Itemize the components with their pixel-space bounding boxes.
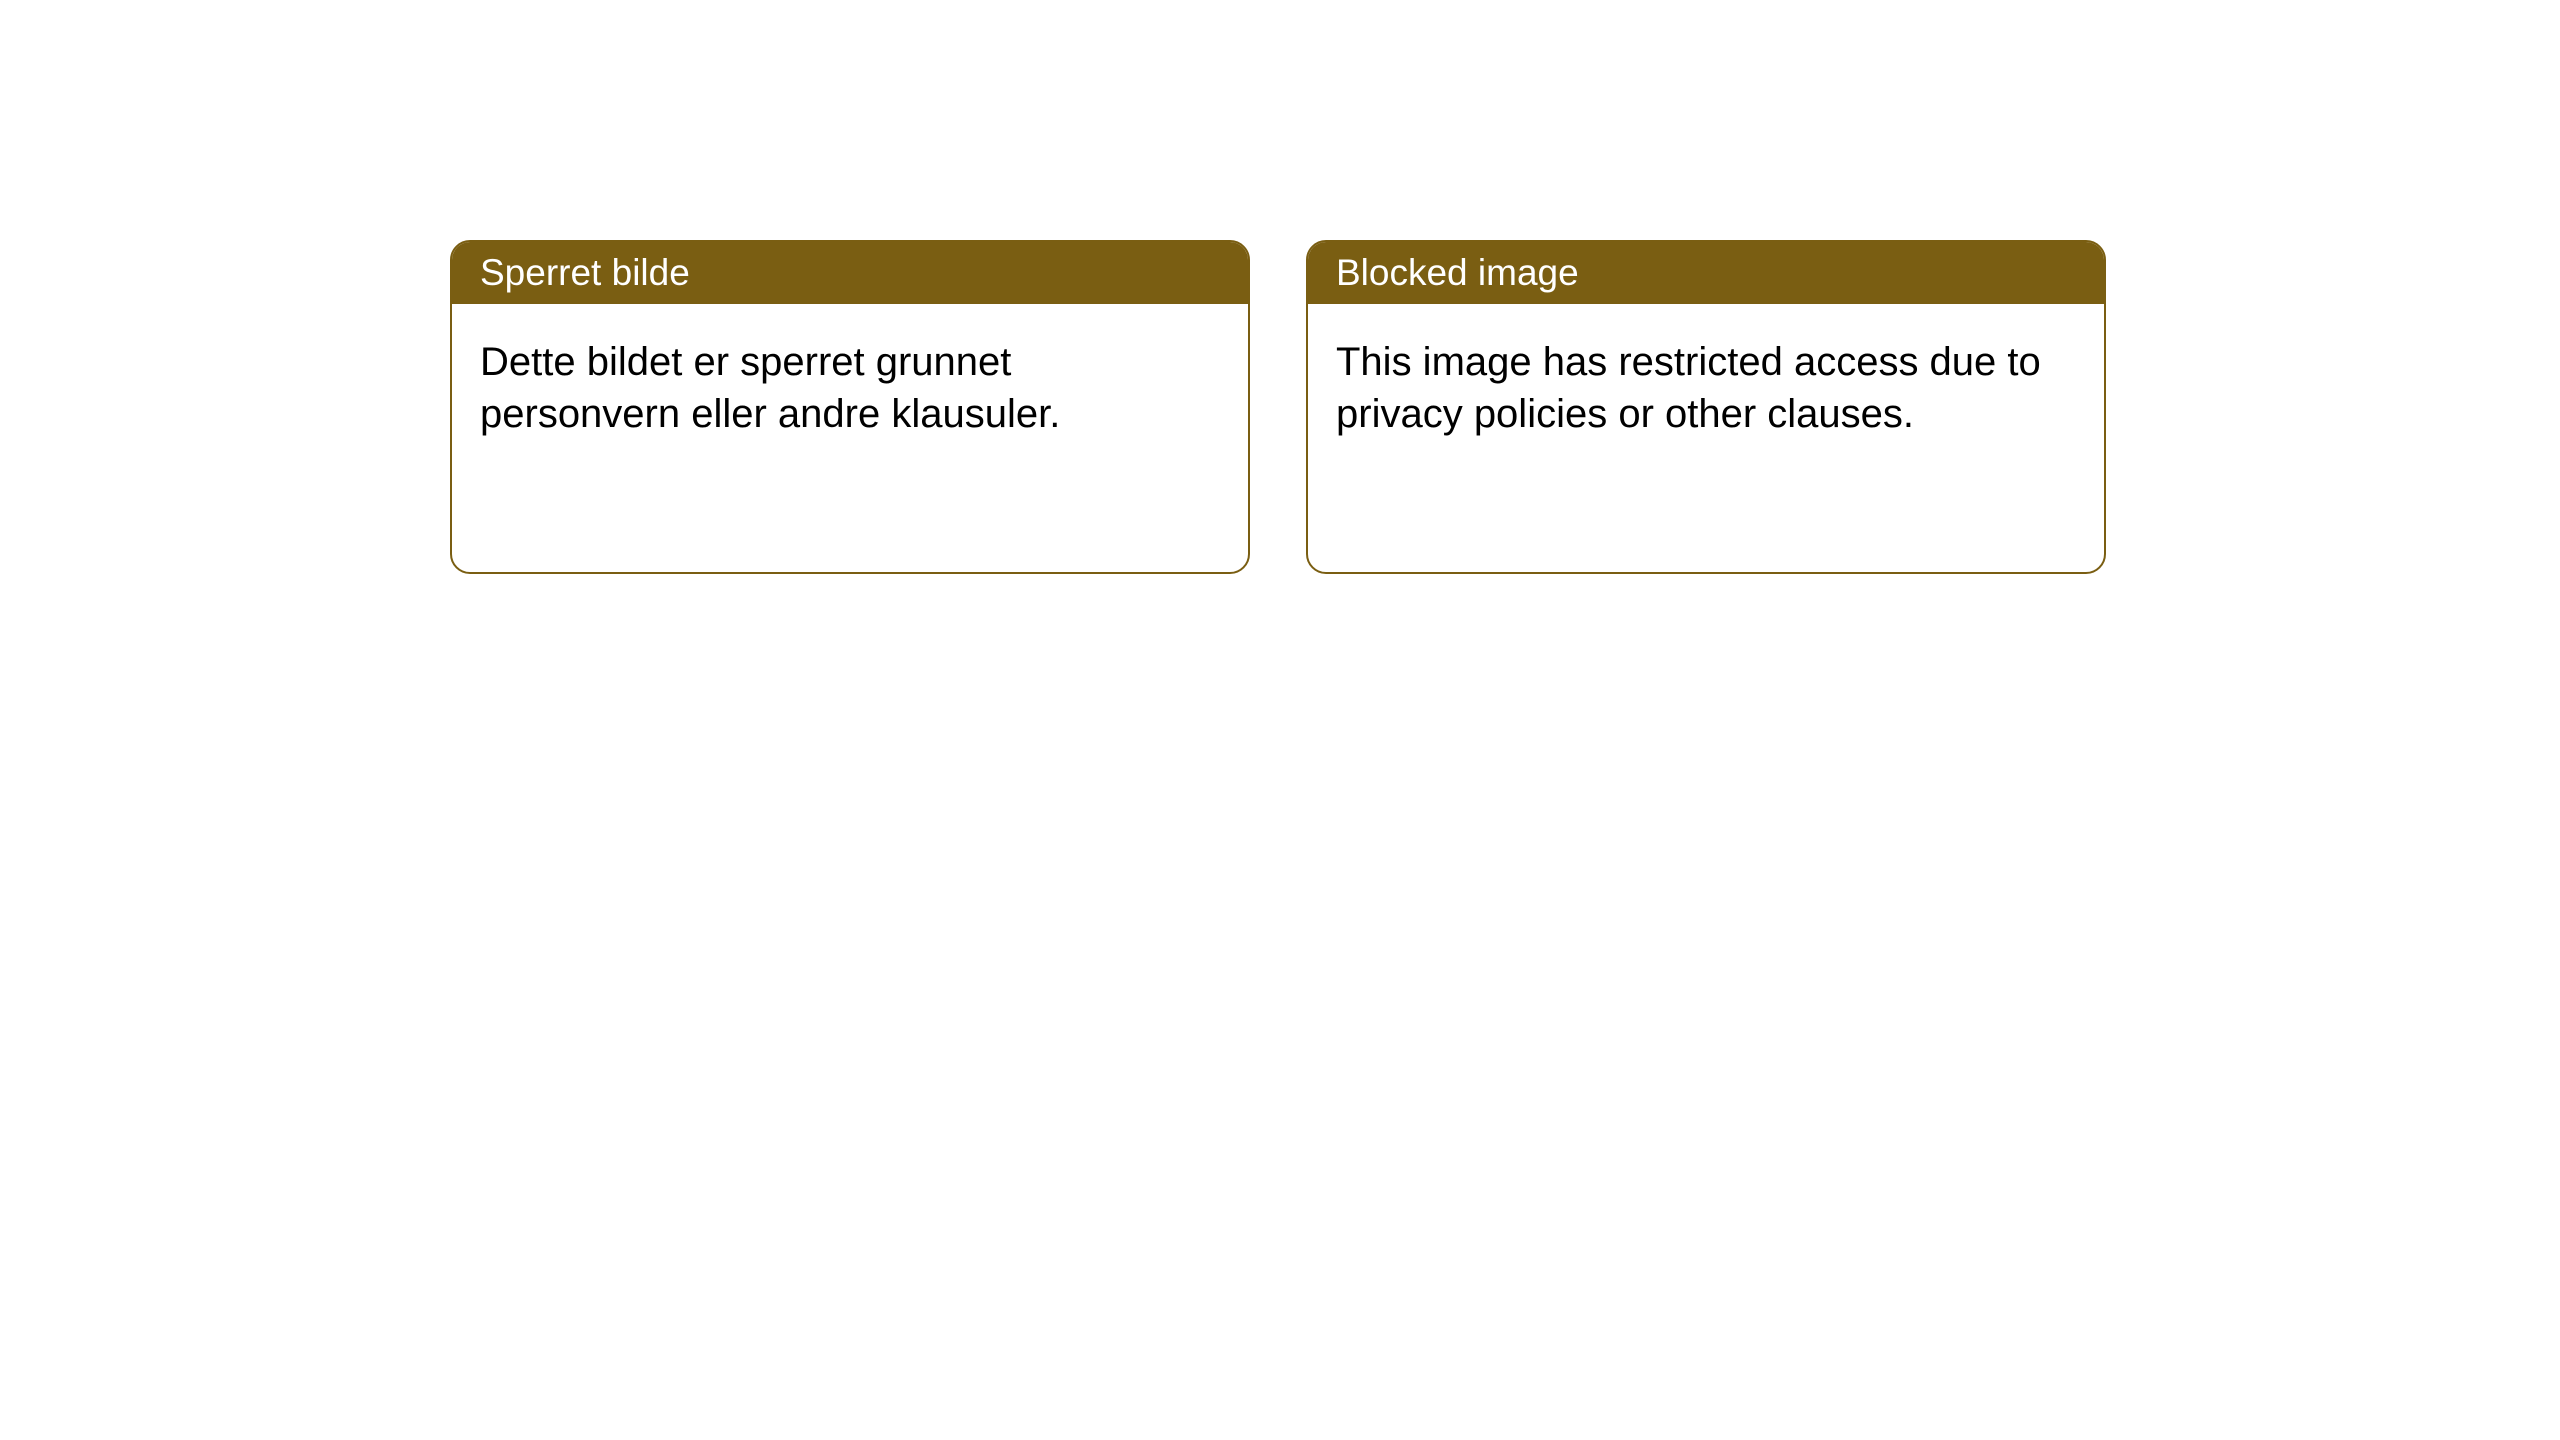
card-header: Blocked image	[1308, 242, 2104, 304]
card-body: This image has restricted access due to …	[1308, 304, 2104, 472]
notice-container: Sperret bilde Dette bildet er sperret gr…	[450, 240, 2106, 574]
notice-card-norwegian: Sperret bilde Dette bildet er sperret gr…	[450, 240, 1250, 574]
card-title: Sperret bilde	[480, 252, 690, 293]
card-body-text: Dette bildet er sperret grunnet personve…	[480, 340, 1060, 436]
card-title: Blocked image	[1336, 252, 1579, 293]
notice-card-english: Blocked image This image has restricted …	[1306, 240, 2106, 574]
card-header: Sperret bilde	[452, 242, 1248, 304]
card-body-text: This image has restricted access due to …	[1336, 340, 2041, 436]
card-body: Dette bildet er sperret grunnet personve…	[452, 304, 1248, 472]
